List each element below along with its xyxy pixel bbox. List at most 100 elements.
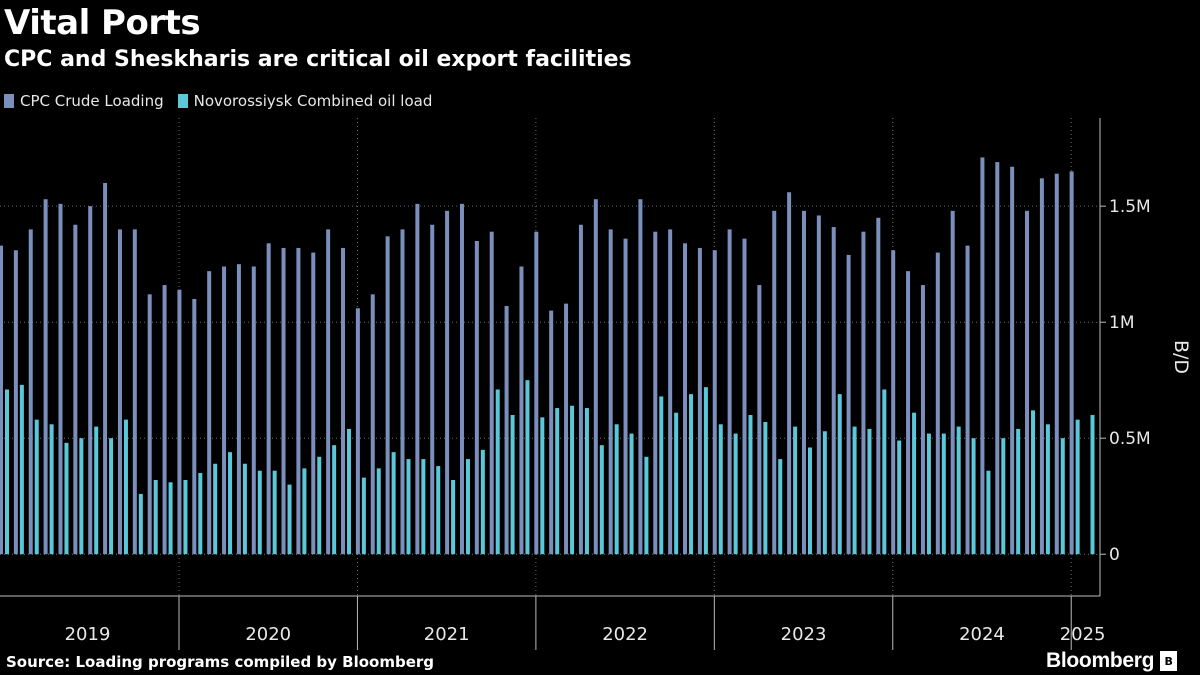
bar-cpc	[132, 229, 137, 555]
bar-novorossiysk	[391, 452, 396, 555]
bar-novorossiysk	[1016, 428, 1021, 555]
bar-novorossiysk	[763, 421, 768, 555]
x-year-label: 2022	[602, 624, 648, 645]
x-year-label: 2025	[1060, 624, 1106, 645]
bar-cpc	[668, 229, 673, 555]
bar-novorossiysk	[778, 459, 783, 555]
legend-swatch-cpc	[4, 94, 14, 108]
bar-cpc	[593, 199, 598, 555]
bar-novorossiysk	[317, 456, 322, 555]
bar-cpc	[43, 199, 48, 555]
bar-novorossiysk	[168, 482, 173, 555]
bar-cpc	[117, 229, 122, 555]
bar-cpc	[103, 182, 108, 555]
bar-cpc	[88, 206, 93, 555]
bar-novorossiysk	[867, 428, 872, 555]
bar-novorossiysk	[480, 449, 485, 555]
bar-novorossiysk	[1090, 415, 1095, 555]
bar-cpc	[801, 210, 806, 555]
bar-cpc	[787, 192, 792, 555]
bar-cpc	[995, 162, 1000, 555]
bar-cpc	[608, 229, 613, 555]
bar-novorossiysk	[748, 415, 753, 555]
bar-novorossiysk	[64, 442, 69, 555]
x-year-label: 2023	[781, 624, 827, 645]
bar-novorossiysk	[465, 459, 470, 555]
bar-cpc	[697, 247, 702, 555]
bar-cpc	[266, 243, 271, 555]
bar-cpc	[504, 305, 509, 555]
bar-novorossiysk	[79, 438, 84, 555]
bar-novorossiysk	[599, 445, 604, 555]
bar-cpc	[578, 224, 583, 555]
bar-cpc	[445, 210, 450, 555]
bar-novorossiysk	[807, 447, 812, 555]
bar-cpc	[519, 266, 524, 555]
bar-cpc	[935, 252, 940, 555]
bar-cpc	[489, 231, 494, 555]
bar-cpc	[757, 285, 762, 555]
logo-badge-icon: B	[1160, 651, 1178, 671]
bar-novorossiysk	[629, 433, 634, 555]
bar-cpc	[236, 264, 241, 555]
bar-novorossiysk	[659, 396, 664, 555]
bar-novorossiysk	[1045, 424, 1050, 555]
bar-novorossiysk	[1001, 438, 1006, 555]
y-tick-label: 0	[1109, 545, 1120, 565]
bar-novorossiysk	[718, 424, 723, 555]
chart-subtitle: CPC and Sheskharis are critical oil expo…	[4, 47, 632, 72]
bar-cpc	[950, 210, 955, 555]
bar-novorossiysk	[1060, 438, 1065, 555]
bloomberg-logo: Bloomberg B	[1046, 648, 1178, 674]
bar-novorossiysk	[302, 468, 307, 555]
bar-cpc	[459, 203, 464, 555]
bar-cpc	[281, 247, 286, 555]
y-axis-label: B/D	[1170, 340, 1192, 374]
bar-cpc	[28, 229, 33, 555]
bar-novorossiysk	[109, 438, 114, 555]
bar-novorossiysk	[837, 394, 842, 555]
bar-novorossiysk	[153, 479, 158, 555]
bar-cpc	[623, 238, 628, 555]
source-note: Source: Loading programs compiled by Blo…	[6, 653, 435, 671]
bar-novorossiysk	[213, 463, 218, 555]
bar-cpc	[251, 266, 256, 555]
bar-cpc	[831, 227, 836, 555]
bar-novorossiysk	[510, 415, 515, 555]
bar-cpc	[1010, 166, 1015, 555]
bar-cpc	[1025, 210, 1030, 555]
bar-cpc	[891, 250, 896, 555]
bar-cpc	[683, 243, 688, 555]
bar-novorossiysk	[733, 433, 738, 555]
bar-cpc	[415, 203, 420, 555]
bar-cpc	[638, 199, 643, 555]
bar-cpc	[1054, 173, 1059, 555]
legend-item-novorossiysk: Novorossiysk Combined oil load	[177, 92, 433, 110]
bar-cpc	[311, 252, 316, 555]
bar-novorossiysk	[347, 428, 352, 555]
bar-cpc	[162, 285, 167, 555]
bar-cpc	[906, 271, 911, 555]
bar-cpc	[549, 310, 554, 555]
legend-label-novorossiysk: Novorossiysk Combined oil load	[193, 92, 433, 110]
y-tick-label: 0.5M	[1109, 429, 1151, 449]
bar-cpc	[653, 231, 658, 555]
bar-cpc	[861, 231, 866, 555]
bar-novorossiysk	[436, 466, 441, 555]
bar-cpc	[712, 250, 717, 555]
bar-cpc	[0, 245, 3, 555]
bar-novorossiysk	[926, 433, 931, 555]
legend: CPC Crude Loading Novorossiysk Combined …	[4, 90, 446, 112]
bar-novorossiysk	[34, 419, 39, 555]
bar-novorossiysk	[361, 477, 366, 555]
bar-novorossiysk	[941, 433, 946, 555]
bar-cpc	[876, 217, 881, 555]
bar-novorossiysk	[94, 426, 99, 555]
bar-cpc	[13, 250, 18, 555]
bar-cpc	[965, 245, 970, 555]
bar-novorossiysk	[822, 431, 827, 555]
legend-swatch-novorossiysk	[177, 94, 188, 108]
y-tick-label: 1.5M	[1109, 197, 1151, 217]
bar-cpc	[742, 238, 747, 555]
